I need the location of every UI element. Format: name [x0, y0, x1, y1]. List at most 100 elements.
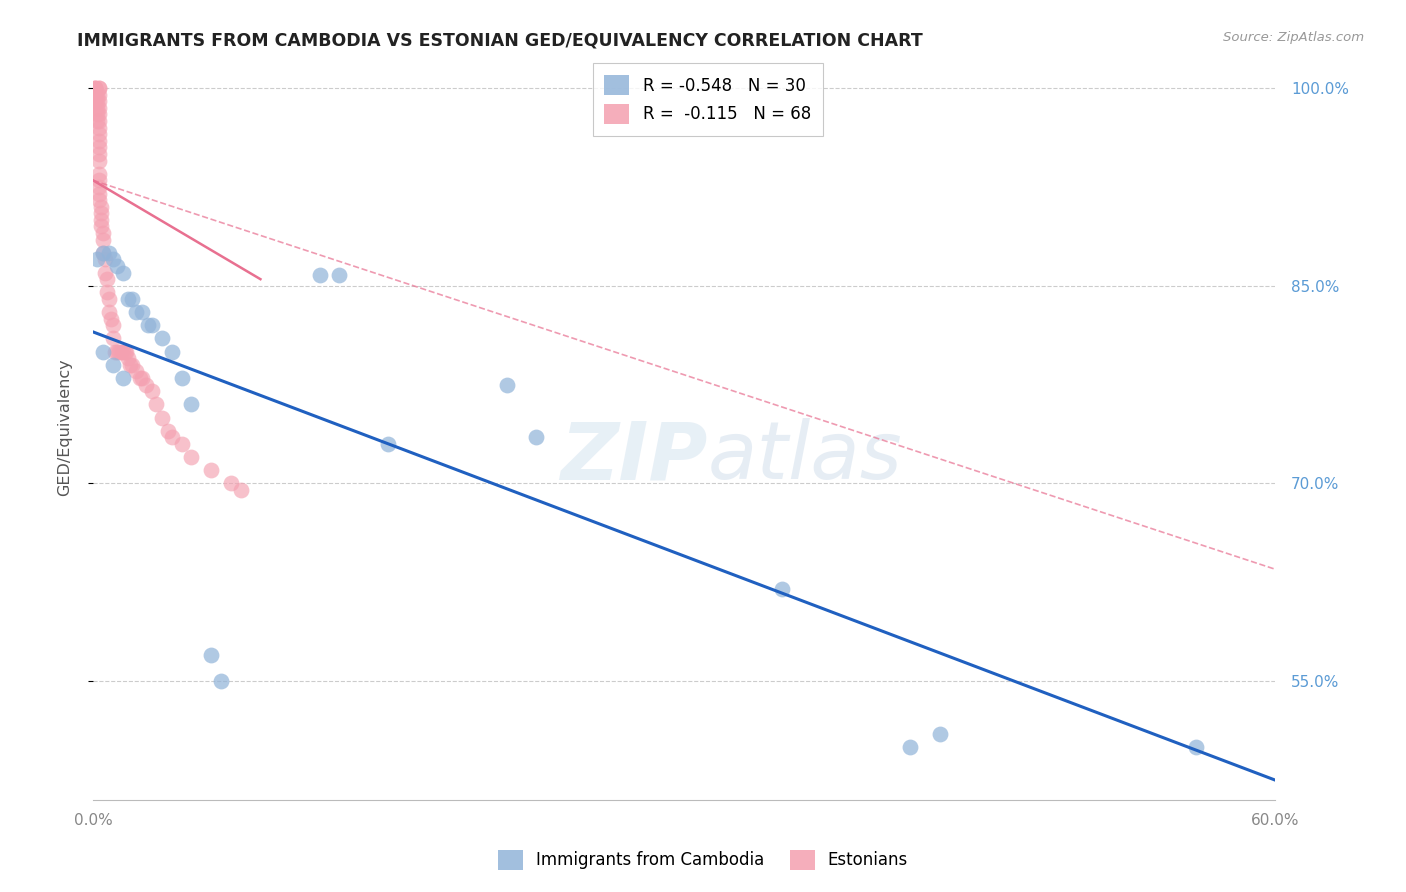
Point [770, 582, 793, 596]
Point [97, 245, 120, 260]
Point [87, 153, 110, 168]
Point [87, 101, 110, 115]
Point [524, 430, 547, 444]
Point [105, 344, 128, 359]
Point [125, 364, 148, 378]
Point [141, 318, 163, 333]
Point [129, 371, 152, 385]
Point [100, 311, 122, 326]
Point [929, 727, 952, 741]
Point [105, 259, 128, 273]
Point [101, 318, 124, 333]
Point [87, 81, 110, 95]
Point [91, 344, 114, 359]
Point [96, 272, 118, 286]
Point [200, 463, 222, 477]
Point [87, 120, 110, 135]
Point [87, 107, 110, 121]
Text: IMMIGRANTS FROM CAMBODIA VS ESTONIAN GED/EQUIVALENCY CORRELATION CHART: IMMIGRANTS FROM CAMBODIA VS ESTONIAN GED… [77, 31, 924, 49]
Point [101, 358, 124, 372]
Point [87, 186, 110, 201]
Point [200, 648, 222, 662]
Point [86, 107, 108, 121]
Point [87, 127, 110, 141]
Point [87, 147, 110, 161]
Point [115, 344, 138, 359]
Point [110, 344, 132, 359]
Point [84, 95, 107, 109]
Point [87, 173, 110, 187]
Point [160, 344, 183, 359]
Point [170, 437, 193, 451]
Point [86, 87, 108, 102]
Point [114, 344, 136, 359]
Text: Source: ZipAtlas.com: Source: ZipAtlas.com [1223, 31, 1364, 45]
Text: ZIP: ZIP [560, 418, 707, 496]
Point [84, 81, 107, 95]
Point [94, 266, 117, 280]
Point [96, 285, 118, 300]
Point [145, 397, 167, 411]
Point [121, 292, 143, 306]
Point [229, 483, 252, 497]
Point [86, 114, 108, 128]
Point [111, 266, 134, 280]
Legend: Immigrants from Cambodia, Estonians: Immigrants from Cambodia, Estonians [491, 843, 915, 877]
Point [170, 371, 193, 385]
Point [87, 87, 110, 102]
Point [900, 739, 922, 754]
Point [87, 95, 110, 109]
Point [131, 305, 153, 319]
Legend: R = -0.548   N = 30, R =  -0.115   N = 68: R = -0.548 N = 30, R = -0.115 N = 68 [592, 63, 823, 136]
Point [87, 134, 110, 148]
Point [91, 233, 114, 247]
Point [91, 245, 114, 260]
Point [90, 200, 112, 214]
Point [107, 344, 129, 359]
Point [86, 252, 108, 267]
Point [131, 371, 153, 385]
Point [377, 437, 399, 451]
Point [1185, 739, 1208, 754]
Point [87, 167, 110, 181]
Point [97, 305, 120, 319]
Point [495, 377, 517, 392]
Point [209, 674, 232, 689]
Point [156, 424, 179, 438]
Point [121, 358, 143, 372]
Point [90, 219, 112, 234]
Point [101, 252, 124, 267]
Point [84, 81, 107, 95]
Point [125, 305, 148, 319]
Point [101, 331, 124, 345]
Point [84, 87, 107, 102]
Point [87, 140, 110, 154]
Point [219, 476, 242, 491]
Point [97, 292, 120, 306]
Point [180, 397, 202, 411]
Point [104, 344, 127, 359]
Point [117, 351, 139, 366]
Point [87, 180, 110, 194]
Point [87, 193, 110, 207]
Point [91, 226, 114, 240]
Point [111, 371, 134, 385]
Point [120, 358, 142, 372]
Point [180, 450, 202, 464]
Text: atlas: atlas [707, 418, 903, 496]
Point [90, 206, 112, 220]
Point [91, 245, 114, 260]
Point [111, 344, 134, 359]
Point [94, 252, 117, 267]
Point [84, 81, 107, 95]
Point [86, 101, 108, 115]
Point [117, 292, 139, 306]
Point [86, 95, 108, 109]
Point [136, 318, 159, 333]
Point [141, 384, 163, 399]
Point [160, 430, 183, 444]
Y-axis label: GED/Equivalency: GED/Equivalency [58, 359, 72, 496]
Point [87, 81, 110, 95]
Point [150, 331, 173, 345]
Point [90, 212, 112, 227]
